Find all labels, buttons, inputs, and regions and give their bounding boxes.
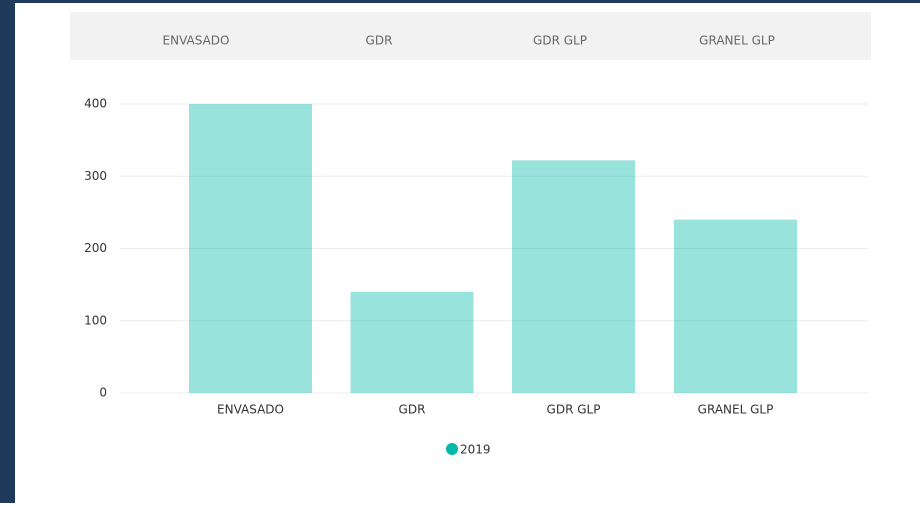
y-tick-label: 0 <box>99 386 107 400</box>
x-tick-label: GDR <box>399 403 426 417</box>
y-tick-label: 400 <box>84 97 107 111</box>
legend-marker <box>446 443 458 455</box>
header-label: ENVASADO <box>163 34 230 48</box>
header-label: GDR <box>366 34 393 48</box>
bar <box>350 291 474 393</box>
header-label: GRANEL GLP <box>699 34 775 48</box>
panel <box>15 3 920 503</box>
x-tick-label: GDR GLP <box>547 403 601 417</box>
x-tick-label: GRANEL GLP <box>698 403 774 417</box>
legend-label: 2019 <box>460 443 491 457</box>
bar <box>674 219 797 393</box>
bar <box>189 104 312 393</box>
header-label: GDR GLP <box>533 34 587 48</box>
x-tick-label: ENVASADO <box>217 403 284 417</box>
y-tick-label: 200 <box>84 241 107 255</box>
y-tick-label: 100 <box>84 313 107 327</box>
y-tick-label: 300 <box>84 169 107 183</box>
bar <box>512 160 635 393</box>
header-band <box>70 12 871 60</box>
